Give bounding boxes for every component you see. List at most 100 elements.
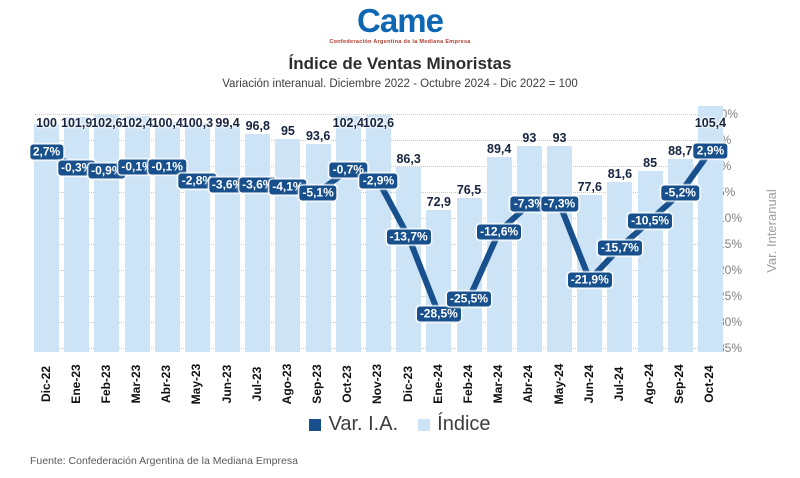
index-bar-value-label: 102,4 <box>332 116 364 130</box>
index-bar <box>637 171 663 352</box>
index-bar <box>456 198 482 352</box>
x-axis-tick-label: Ene-24 <box>430 364 445 404</box>
x-axis-tick-label: May-24 <box>551 363 566 405</box>
x-axis-tick-label: Abr-24 <box>521 365 536 404</box>
index-bar <box>154 122 180 352</box>
x-axis-tick-label: May-23 <box>189 363 204 405</box>
index-bar-value-label: 99,4 <box>215 116 240 130</box>
index-bar <box>215 125 241 352</box>
index-bar-value-label: 93,6 <box>305 128 331 143</box>
var-ia-value-pill: -0,1% <box>117 158 157 176</box>
index-bar-value-label: 77,6 <box>577 179 602 194</box>
var-ia-value-pill: -13,7% <box>385 228 432 246</box>
index-bar-value-label: 95 <box>280 124 295 139</box>
index-bar-value-label: 102,6 <box>91 116 123 130</box>
var-ia-value-pill: -3,6% <box>238 176 278 194</box>
x-axis-tick-label: Jun-23 <box>219 364 234 404</box>
index-bar-value-label: 102,4 <box>121 116 153 130</box>
x-axis-tick-label: Abr-23 <box>159 365 174 404</box>
var-ia-value-pill: -7,3% <box>509 195 550 213</box>
index-bar-value-label: 100,3 <box>181 116 214 130</box>
x-axis-tick-label: Oct-23 <box>340 365 355 403</box>
x-axis-tick-label: Sep-23 <box>310 364 325 404</box>
x-axis-tick-label: Ago-23 <box>279 363 294 405</box>
var-ia-value-pill: -5,1% <box>298 184 338 202</box>
var-ia-value-pill: 2,7% <box>28 143 65 161</box>
index-bar-value-label: 86,3 <box>396 151 421 166</box>
index-bar <box>305 143 331 352</box>
index-bar-value-label: 100,4 <box>151 116 183 130</box>
index-bar <box>184 122 210 352</box>
var-ia-value-pill: -0,3% <box>56 159 97 177</box>
index-bar <box>516 145 542 352</box>
var-ia-value-pill: -2,8% <box>177 172 218 190</box>
legend-item-var-ia: Var. I.A. <box>309 413 398 436</box>
var-ia-value-pill: -28,5% <box>415 305 462 323</box>
var-ia-value-pill: -12,6% <box>476 223 523 241</box>
var-ia-value-pill: -3,6% <box>207 176 248 194</box>
legend-label-var-ia: Var. I.A. <box>328 413 399 435</box>
var-ia-value-pill: -25,5% <box>446 290 493 308</box>
came-logo-text: Came <box>357 2 444 39</box>
index-bar-value-label: 85 <box>643 156 658 171</box>
legend-item-indice: Índice <box>418 413 491 436</box>
index-bar-value-label: 96,8 <box>245 118 270 133</box>
index-bar-value-label: 101,9 <box>61 116 93 130</box>
x-axis-tick-label: Feb-23 <box>98 364 113 404</box>
x-axis-tick-label: Dic-22 <box>38 365 53 403</box>
index-bar <box>486 157 512 352</box>
var-ia-value-pill: -0,7% <box>328 161 368 179</box>
x-axis-tick-label: Jul-23 <box>249 366 264 402</box>
x-axis-tick-label: Jul-24 <box>611 366 626 402</box>
index-bar-value-label: 88,7 <box>668 144 693 159</box>
var-ia-value-pill: -0,1% <box>147 158 187 176</box>
index-bar-value-label: 93 <box>522 130 537 145</box>
index-bar <box>275 139 301 352</box>
index-bar <box>335 115 361 352</box>
source-note: Fuente: Confederación Argentina de la Me… <box>30 455 298 467</box>
index-bar <box>64 117 90 352</box>
index-bar <box>396 166 422 352</box>
var-ia-swatch-icon <box>309 418 322 431</box>
h-gridline <box>35 113 706 115</box>
x-axis-tick-label: Ago-24 <box>642 363 657 405</box>
var-ia-value-pill: -2,9% <box>358 172 399 190</box>
y-axis-title: Var. Interanual <box>764 189 779 273</box>
indice-swatch-icon <box>418 418 431 431</box>
came-logo: Came Confederación Argentina de la Media… <box>0 2 800 46</box>
came-logo-caption: Confederación Argentina de la Mediana Em… <box>329 39 471 45</box>
index-bar <box>124 115 150 352</box>
chart-legend: Var. I.A. Índice <box>0 413 800 436</box>
x-axis-tick-label: Sep-24 <box>672 364 687 404</box>
x-axis-tick-label: Nov-23 <box>370 364 385 405</box>
x-axis-tick-label: Dic-23 <box>400 365 415 403</box>
var-ia-value-pill: -4,1% <box>268 178 308 196</box>
index-bar-value-label: 100 <box>36 116 57 130</box>
chart-title: Índice de Ventas Minoristas <box>288 54 512 73</box>
index-bar <box>245 133 271 352</box>
x-axis-tick-label: Mar-24 <box>491 364 506 404</box>
index-bar-value-label: 102,6 <box>362 116 395 130</box>
index-bar-value-label: 72,9 <box>426 194 451 209</box>
index-bar-value-label: 105,4 <box>694 116 727 130</box>
var-ia-value-pill: -5,2% <box>660 184 700 202</box>
legend-label-indice: Índice <box>437 413 491 435</box>
x-axis-tick-label: Jun-24 <box>581 364 596 404</box>
x-axis-tick-label: Oct-24 <box>702 365 717 403</box>
chart-subtitle: Variación interanual. Diciembre 2022 - O… <box>222 78 578 90</box>
x-axis-tick-label: Mar-23 <box>129 364 144 404</box>
var-ia-value-pill: -21,9% <box>566 271 613 289</box>
index-bar <box>607 181 633 352</box>
index-bar <box>547 145 573 352</box>
index-bar <box>94 115 120 352</box>
var-ia-value-pill: -7,3% <box>539 195 580 213</box>
index-bar-value-label: 93 <box>552 130 567 145</box>
index-bar-value-label: 81,6 <box>607 166 633 181</box>
var-ia-value-pill: -15,7% <box>596 239 643 257</box>
index-bar-value-label: 89,4 <box>487 142 512 157</box>
var-ia-value-pill: 2,9% <box>692 142 729 160</box>
index-bar-value-label: 76,5 <box>456 183 482 198</box>
var-ia-value-pill: -10,5% <box>627 212 674 230</box>
x-axis-tick-label: Ene-23 <box>68 364 83 404</box>
